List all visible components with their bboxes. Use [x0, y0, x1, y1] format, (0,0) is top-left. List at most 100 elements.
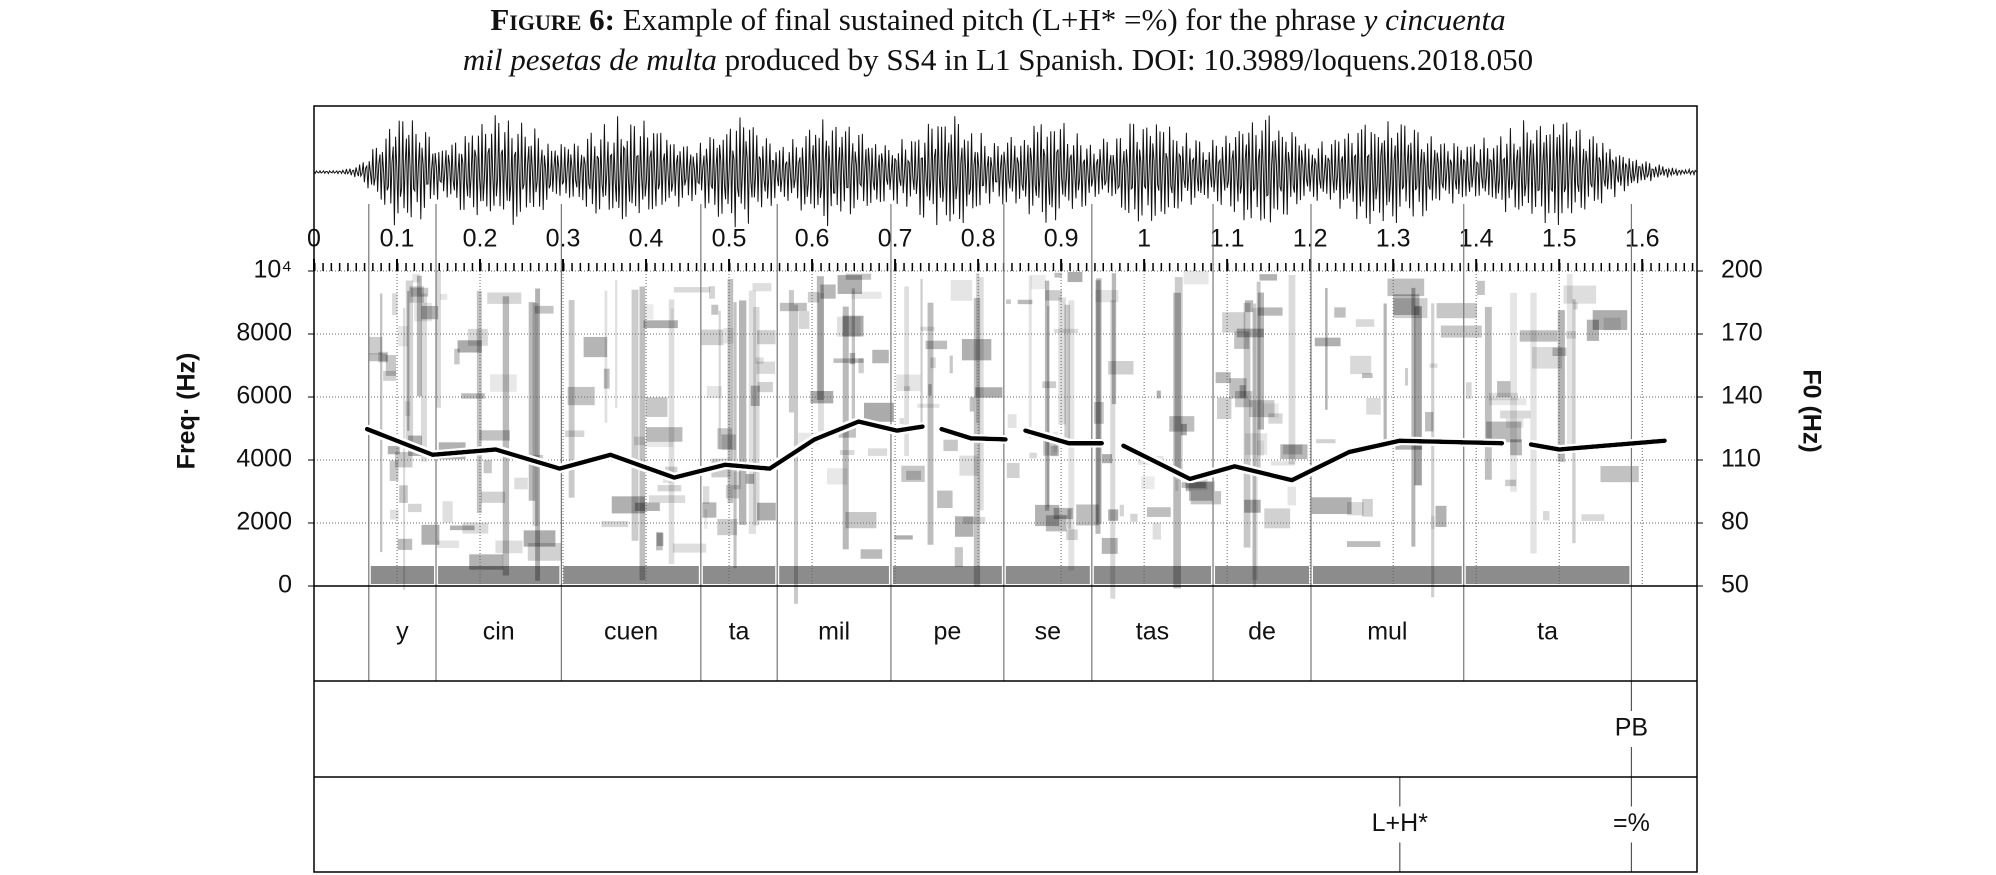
spectrogram-texture	[370, 566, 435, 584]
spectrogram-texture	[409, 286, 424, 303]
spectrogram-texture	[461, 393, 485, 399]
spectrogram-texture	[523, 530, 556, 547]
spectrogram-texture	[1130, 513, 1138, 522]
spectrogram-texture	[725, 485, 740, 499]
spectrogram-texture	[1465, 382, 1472, 399]
spectrogram-texture	[756, 361, 776, 374]
spectrogram-texture	[1256, 281, 1261, 468]
x-tick-label: 0.7	[878, 225, 913, 253]
spectrogram-texture	[969, 397, 975, 412]
spectrogram-texture	[711, 304, 719, 315]
spectrogram-texture	[1283, 444, 1303, 455]
spectrogram-texture	[1152, 522, 1161, 540]
spectrogram-texture	[1311, 497, 1352, 515]
spectrogram-texture	[604, 290, 608, 423]
spectrogram-texture	[826, 468, 848, 485]
spectrogram-texture	[723, 328, 734, 344]
spectrogram-texture	[851, 291, 882, 299]
y-tick-label: 4000	[236, 445, 292, 473]
spectrogram-texture	[1215, 566, 1309, 584]
spectrogram-texture	[702, 486, 710, 504]
spectrogram-texture	[469, 554, 504, 570]
spectrogram-texture	[1505, 479, 1516, 487]
spectrogram-texture	[1476, 280, 1485, 295]
spectrogram-texture	[410, 287, 429, 297]
spectrogram-texture	[1253, 303, 1257, 588]
spectrogram-texture	[1006, 299, 1011, 304]
interval-label: de	[1248, 618, 1276, 646]
spectrogram-texture	[405, 280, 414, 443]
spectrogram-texture	[397, 325, 408, 347]
spectrogram-texture	[750, 385, 760, 407]
spectrogram-texture	[807, 291, 820, 303]
spectrogram-texture	[1347, 502, 1364, 516]
spectrogram-texture	[845, 273, 872, 280]
y2-tick-label: 170	[1721, 319, 1763, 347]
spectrogram-texture	[421, 524, 440, 545]
y2-axis-label: F0 (Hz)	[1797, 369, 1825, 452]
spectrogram-texture	[1229, 378, 1247, 399]
caption: Figure 6: Example of final sustained pit…	[0, 0, 1996, 80]
spectrogram-texture	[1239, 385, 1246, 399]
spectrogram-texture	[836, 316, 861, 337]
spectrogram-texture	[961, 339, 992, 361]
spectrogram-texture	[1268, 413, 1283, 424]
spectrogram-texture	[702, 502, 717, 518]
spectrogram-texture	[479, 430, 510, 441]
spectrogram-texture	[1566, 330, 1577, 339]
spectrogram-texture	[387, 446, 400, 455]
spectrogram-texture	[1362, 373, 1373, 379]
spectrogram-texture	[1244, 433, 1268, 455]
spectrogram-texture	[779, 302, 807, 312]
spectrogram-texture	[1414, 305, 1422, 486]
spectrogram-texture	[1497, 381, 1511, 398]
spectrogram-texture	[490, 374, 517, 392]
spectrogram-texture	[1058, 514, 1069, 519]
spectrogram-texture	[535, 288, 541, 581]
spectrogram-texture	[1393, 298, 1428, 319]
y2-tick-label: 80	[1721, 508, 1749, 536]
spectrogram-texture	[962, 516, 986, 525]
spectrogram-texture	[1592, 310, 1628, 330]
y-axis-label: Freq· (Hz)	[173, 353, 201, 470]
spectrogram-texture	[779, 566, 889, 584]
spectrogram-texture	[1110, 300, 1116, 599]
spectrogram-texture	[849, 352, 856, 365]
spectrogram-texture	[845, 512, 877, 529]
interval-label: mil	[818, 618, 850, 646]
spectrogram-texture	[727, 278, 734, 504]
spectrogram-texture	[753, 306, 760, 526]
spectrogram-texture	[975, 273, 980, 424]
spectrogram-texture	[643, 320, 678, 329]
spectrogram-texture	[954, 516, 974, 537]
spectrogram-texture	[528, 302, 536, 501]
spectrogram-texture	[421, 306, 439, 320]
spectrogram-texture	[1572, 299, 1576, 544]
spectrogram-texture	[414, 302, 432, 322]
spectrogram-texture	[1251, 307, 1258, 580]
spectrogram-texture	[1093, 402, 1104, 424]
spectrogram-texture	[476, 290, 482, 514]
spectrogram-texture	[457, 340, 482, 353]
spectrogram-texture	[1325, 288, 1328, 410]
frame	[313, 105, 1698, 873]
spectrogram-texture	[1101, 454, 1113, 464]
y-tick-label: 6000	[236, 382, 292, 410]
x-tick-label: 0.6	[795, 225, 830, 253]
spectrogram-texture	[1334, 307, 1346, 318]
interval-label: cin	[483, 618, 515, 646]
interval-label: ta	[1537, 618, 1558, 646]
spectrogram-texture	[943, 439, 958, 452]
spectrogram-texture	[1395, 440, 1423, 450]
spectrogram-texture	[656, 531, 663, 551]
caption-text: produced by SS4 in L1 Spanish. DOI: 10.3…	[724, 42, 1534, 77]
spectrogram-texture	[1244, 300, 1254, 313]
spectrogram-texture	[1068, 300, 1075, 571]
spectrogram-texture	[527, 542, 562, 561]
waveform	[313, 115, 1697, 228]
spectrogram-texture	[820, 284, 836, 299]
spectrogram-texture	[1058, 297, 1067, 425]
x-tick-label: 0.4	[629, 225, 664, 253]
spectrogram-texture	[563, 566, 699, 584]
